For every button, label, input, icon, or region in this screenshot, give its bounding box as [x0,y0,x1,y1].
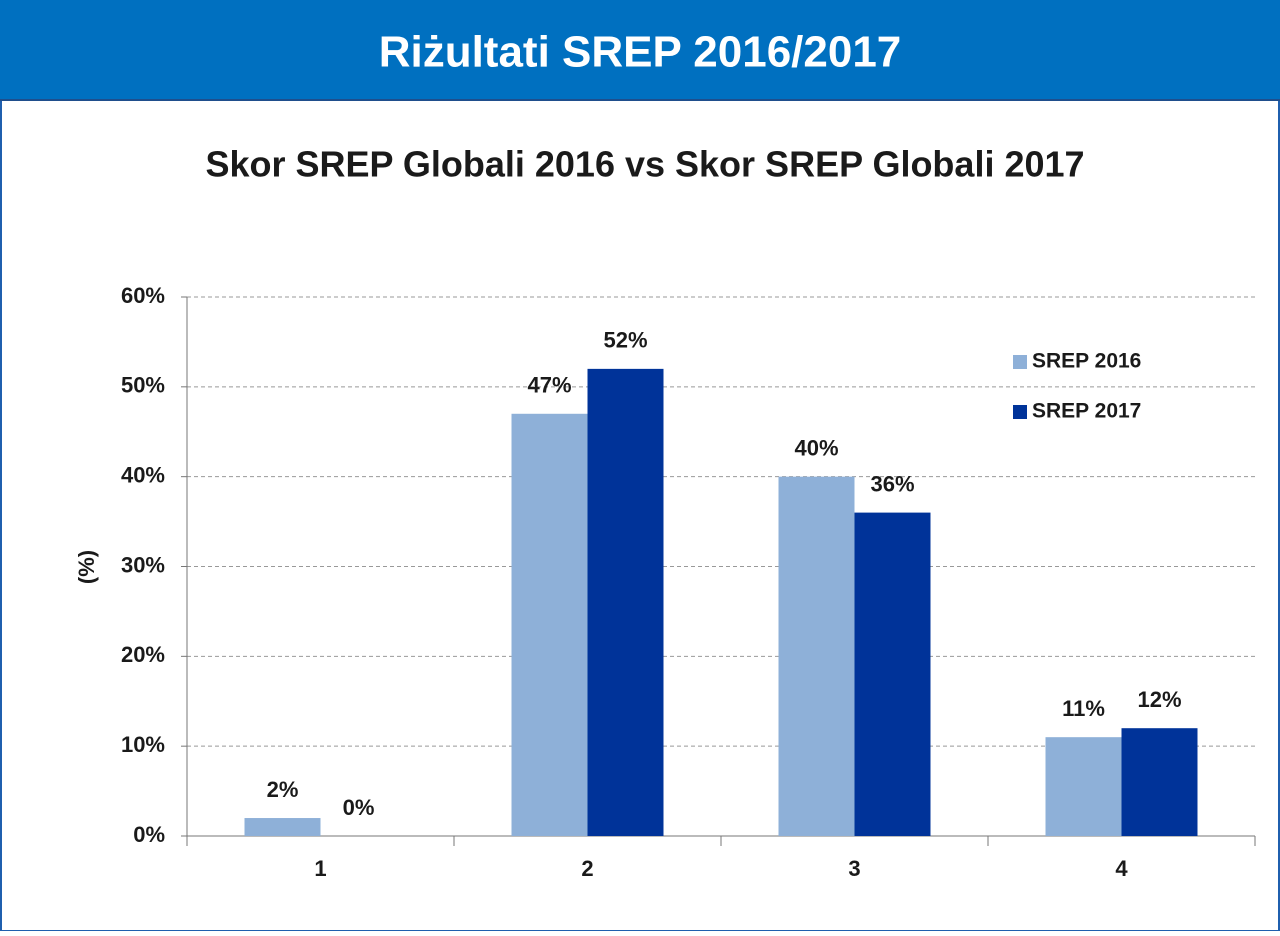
y-tick-label: 10% [121,732,165,757]
x-tick-label: 1 [314,856,326,881]
y-tick-label: 0% [133,822,165,847]
value-label: 36% [870,471,914,496]
y-tick-label: 50% [121,373,165,398]
slide-title: Riżultati SREP 2016/2017 [379,28,902,77]
value-label: 11% [1062,696,1105,721]
value-label: 2% [267,777,299,802]
y-axis-label: (%) [74,550,99,584]
y-tick-label: 60% [121,283,165,308]
header-band [0,0,1280,100]
y-tick-label: 30% [121,552,165,577]
legend-label: SREP 2017 [1032,400,1141,423]
value-label: 52% [603,328,647,353]
y-tick-label: 40% [121,462,165,487]
bar [854,512,931,836]
bar [511,413,588,836]
x-tick-label: 4 [1115,856,1128,881]
legend-swatch [1013,355,1027,369]
value-label: 47% [527,373,571,398]
chart-title: Skor SREP Globali 2016 vs Skor SREP Glob… [205,144,1084,185]
value-label: 12% [1137,687,1181,712]
x-tick-label: 2 [581,856,593,881]
legend-label: SREP 2016 [1032,350,1141,373]
bar [778,476,855,836]
bar [587,368,664,836]
bar [244,818,321,836]
legend-swatch [1013,405,1027,419]
bar [1121,728,1198,836]
value-label: 40% [794,435,838,460]
value-label: 0% [343,795,375,820]
bar [1045,737,1122,836]
y-tick-label: 20% [121,642,165,667]
x-tick-label: 3 [848,856,860,881]
